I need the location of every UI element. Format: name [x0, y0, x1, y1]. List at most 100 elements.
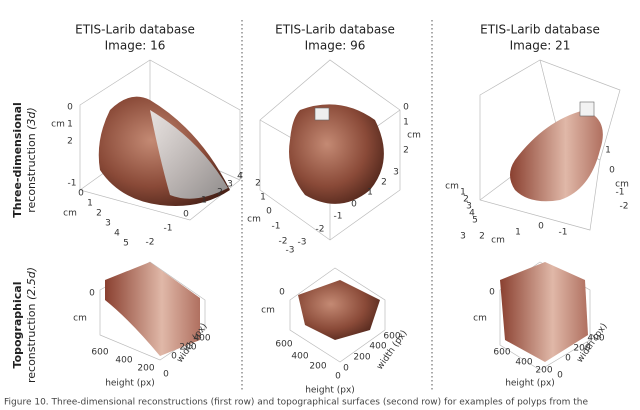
- tick-label: 2: [381, 178, 387, 188]
- surface: [289, 104, 384, 204]
- tick-label: 2: [96, 209, 102, 219]
- tick-label: 1: [201, 196, 207, 206]
- surface: [500, 262, 588, 362]
- tick-label: 0: [489, 288, 495, 298]
- tick-label: 5: [123, 239, 129, 249]
- tick-label: -2: [316, 225, 325, 235]
- surface: [298, 280, 380, 340]
- panel-3d-3: [479, 59, 621, 231]
- axis-box: [289, 267, 386, 363]
- tick-label: 2: [255, 179, 261, 189]
- tick-label: -1: [68, 179, 77, 189]
- camera: [579, 101, 595, 117]
- tick-label: 0: [565, 354, 571, 364]
- tick-label: 4: [114, 229, 120, 239]
- tick-label: 0: [171, 352, 177, 362]
- tick-label: 1: [403, 118, 409, 128]
- tick-label: 4: [237, 172, 243, 182]
- tick-label: 200: [309, 362, 326, 372]
- camera: [314, 107, 330, 121]
- tick-label: 2: [67, 137, 73, 147]
- tick-label: 0: [266, 207, 272, 217]
- column-image: Image: 96: [305, 39, 366, 53]
- tick-label: 3: [227, 180, 233, 190]
- panel-2d-3: [499, 261, 591, 371]
- panel-2d-1: [99, 261, 206, 361]
- tick-label: -3: [298, 238, 307, 248]
- tick-label: 400: [291, 352, 308, 362]
- tick-label: -2: [620, 202, 629, 212]
- tick-label: 600: [91, 348, 108, 358]
- row-tag: (3d): [25, 107, 38, 130]
- tick-label: 2: [463, 195, 469, 205]
- tick-label: 0: [609, 166, 615, 176]
- axis-box: [479, 59, 621, 231]
- tick-label: -1: [616, 188, 625, 198]
- tick-label: 2: [479, 232, 485, 242]
- x-axis-label: height (px): [105, 379, 155, 389]
- tick-label: 400: [193, 334, 210, 344]
- tick-label: 0: [89, 289, 95, 299]
- tick-label: cm: [491, 236, 505, 246]
- row-title: Three-dimensional: [11, 102, 24, 218]
- panel-2d-2: [289, 267, 386, 363]
- tick-label: 0: [78, 189, 84, 199]
- panel-3d-1: [79, 59, 241, 221]
- tick-label: 400: [369, 342, 386, 352]
- tick-label: -1: [559, 228, 568, 238]
- tick-label: 400: [115, 356, 132, 366]
- tick-label: 400: [587, 334, 604, 344]
- row-sub: reconstruction: [25, 133, 38, 212]
- tick-label: 200: [573, 344, 590, 354]
- tick-label: 0: [335, 372, 341, 382]
- tick-label: cm: [247, 215, 261, 225]
- column-title: ETIS-Larib database: [480, 23, 600, 37]
- tick-label: 2: [403, 146, 409, 156]
- tick-label: 3: [466, 202, 472, 212]
- tick-label: 600: [493, 348, 510, 358]
- row-subtitle: reconstruction (2.5d): [25, 267, 38, 383]
- tick-label: 5: [472, 216, 478, 226]
- surface: [510, 110, 603, 202]
- row-title: Topographical: [11, 282, 24, 369]
- tick-label: 1: [605, 146, 611, 156]
- tick-label: -2: [146, 238, 155, 248]
- tick-label: 600: [275, 340, 292, 350]
- tick-label: 4: [469, 209, 475, 219]
- tick-label: 1: [87, 199, 93, 209]
- surface: [105, 262, 200, 356]
- tick-label: 600: [383, 332, 400, 342]
- tick-label: cm: [615, 180, 629, 190]
- tick-label: cm: [445, 182, 459, 192]
- tick-label: 0: [403, 103, 409, 113]
- row-sub: reconstruction: [25, 304, 38, 383]
- axis-box: [79, 59, 241, 221]
- row-label: Topographical reconstruction (2.5d): [11, 267, 38, 383]
- tick-label: cm: [51, 120, 65, 130]
- column-image: Image: 16: [105, 39, 166, 53]
- tick-label: 200: [353, 353, 370, 363]
- surface-highlight: [150, 110, 228, 199]
- panel-3d-2: [259, 59, 401, 241]
- tick-label: 200: [179, 343, 196, 353]
- tick-label: 2: [217, 188, 223, 198]
- tick-label: 1: [260, 193, 266, 203]
- tick-label: 0: [183, 210, 189, 220]
- tick-label: cm: [63, 209, 77, 219]
- tick-label: -1: [272, 222, 281, 232]
- row-subtitle: reconstruction (3d): [25, 107, 38, 213]
- tick-label: 200: [137, 364, 154, 374]
- tick-label: 200: [535, 366, 552, 376]
- x-axis-label: height (px): [505, 379, 555, 389]
- tick-label: cm: [407, 131, 421, 141]
- column-title: ETIS-Larib database: [75, 23, 195, 37]
- tick-label: 3: [460, 232, 466, 242]
- tick-label: 1: [67, 120, 73, 130]
- row-label: Three-dimensional reconstruction (3d): [11, 102, 38, 218]
- tick-label: 0: [67, 103, 73, 113]
- tick-label: 1: [515, 228, 521, 238]
- caption: Figure 10. Three-dimensional reconstruct…: [4, 398, 588, 408]
- tick-label: 0: [163, 370, 169, 380]
- tick-label: -1: [164, 224, 173, 234]
